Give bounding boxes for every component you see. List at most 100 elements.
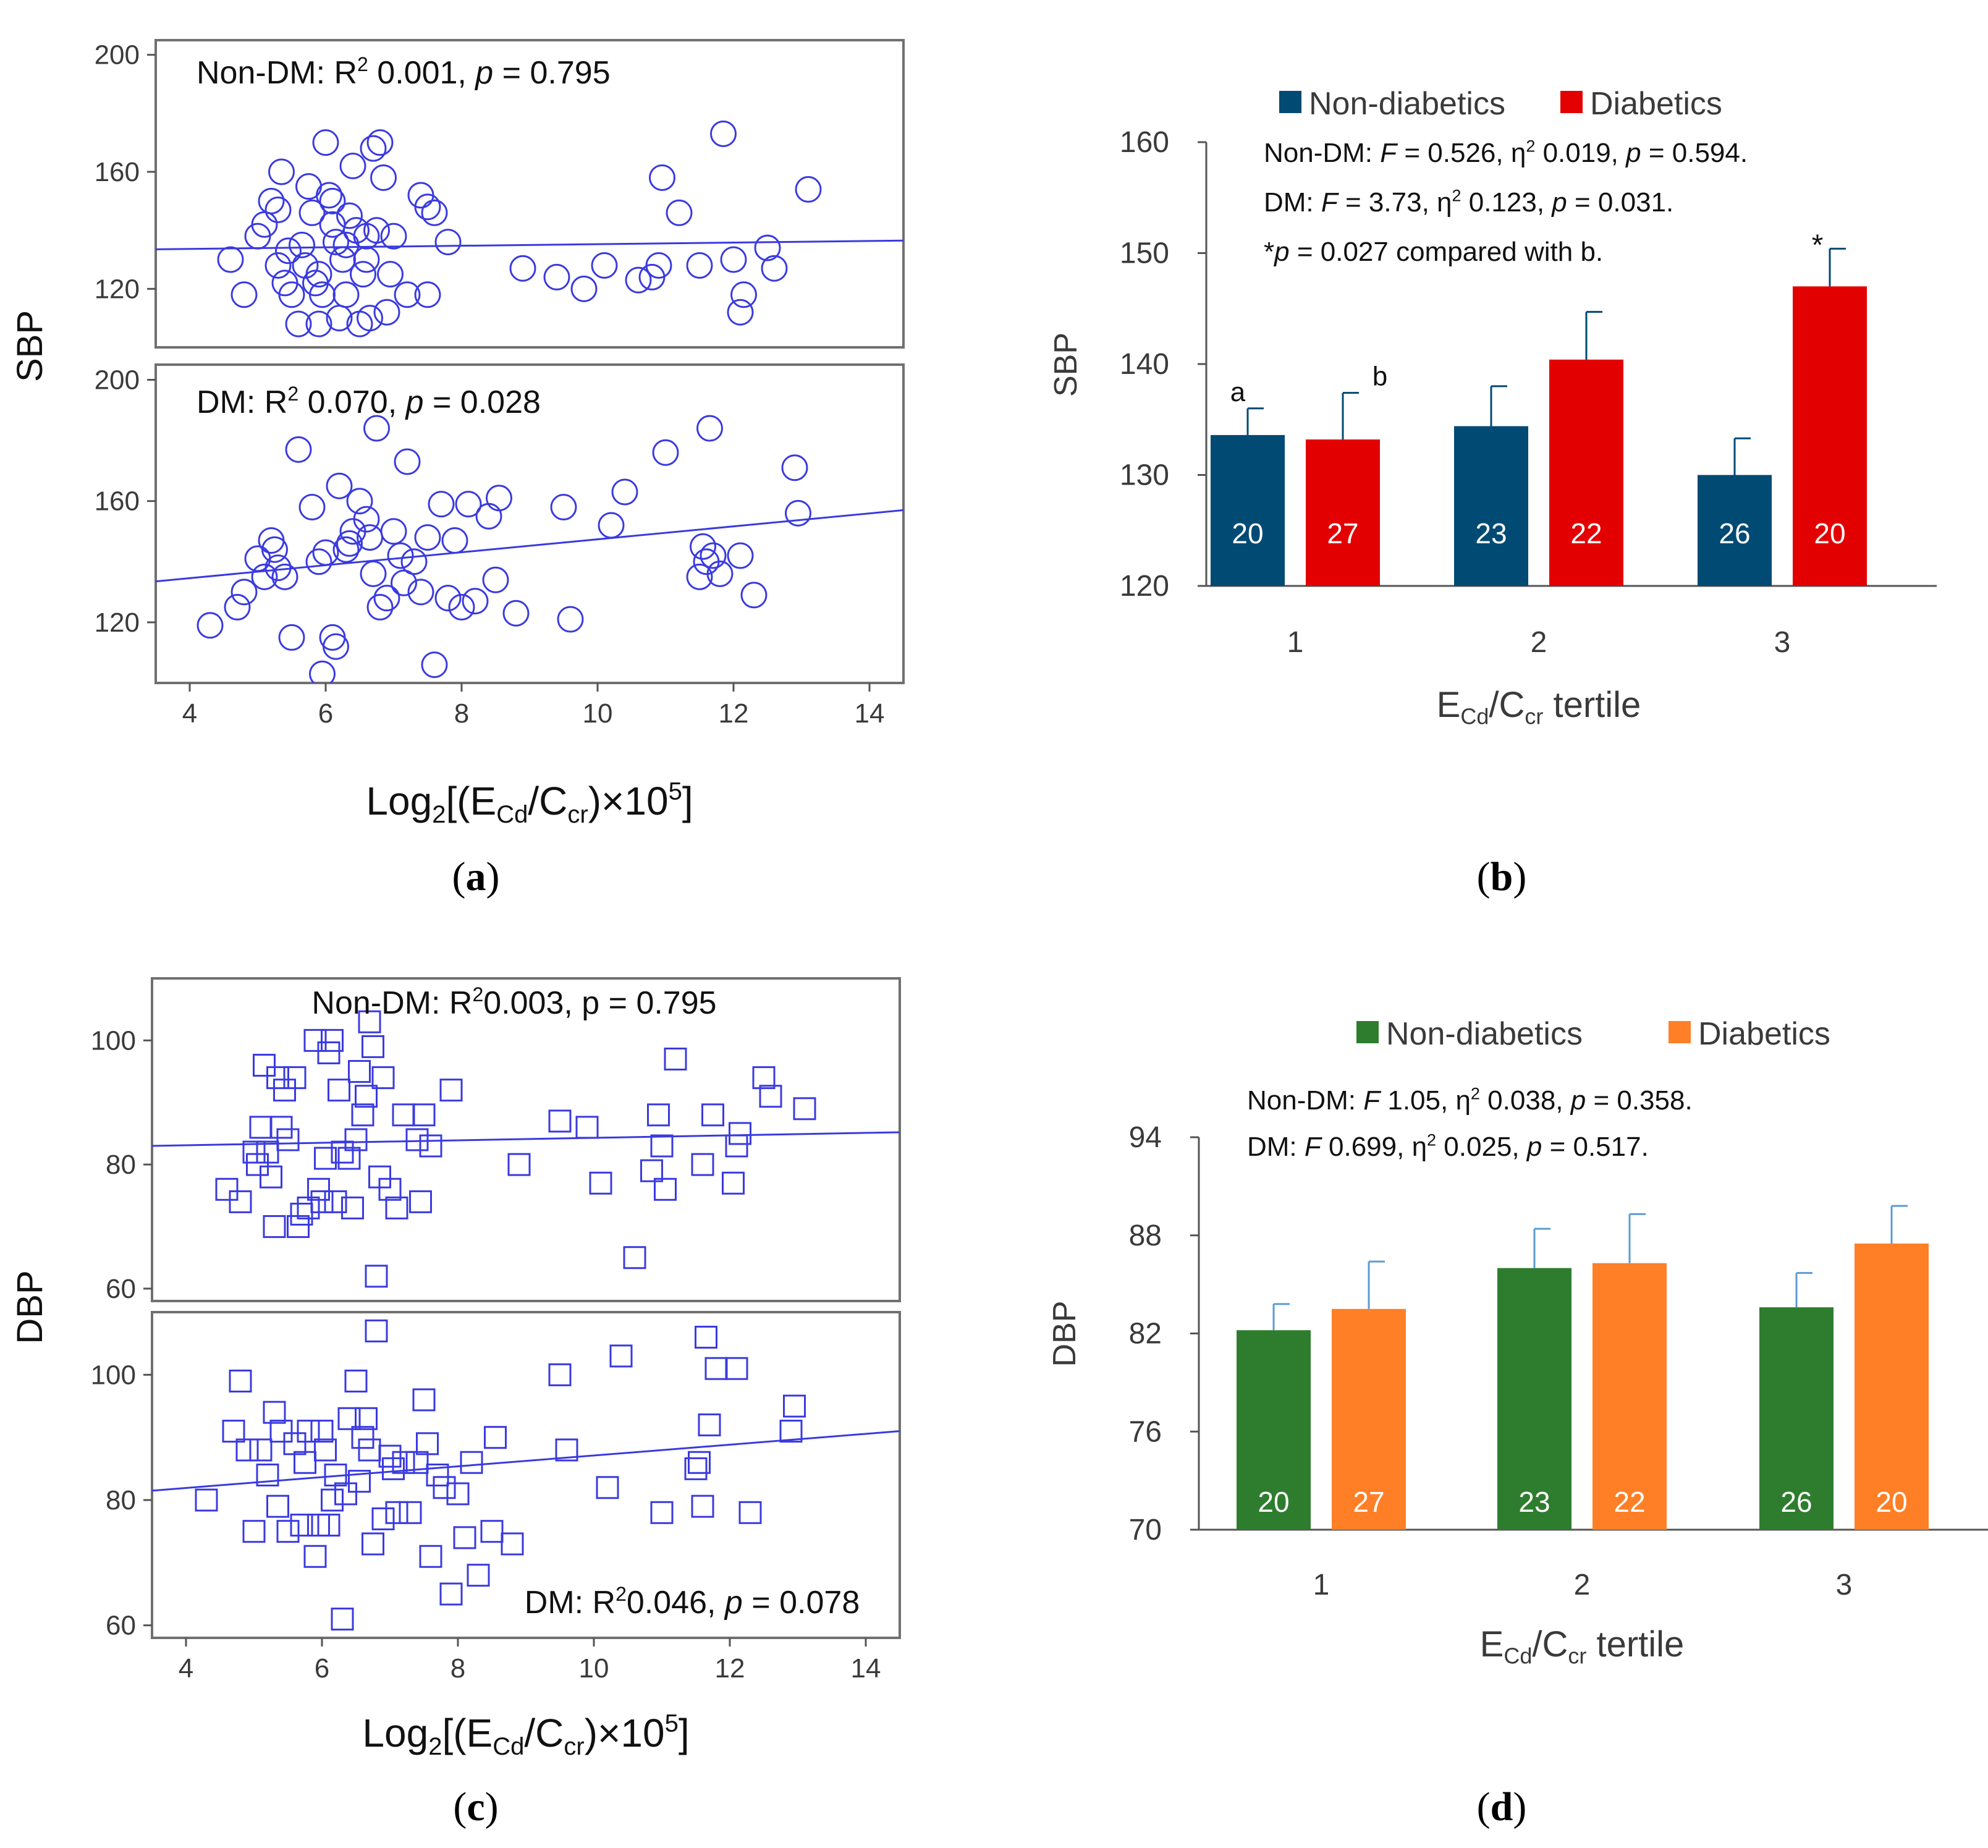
data-point xyxy=(351,1103,374,1127)
data-point xyxy=(414,524,441,551)
plot-area xyxy=(152,1319,900,1631)
x-axis-label-part: E xyxy=(1437,685,1461,725)
x-axis-label: Log2[(ECd/Ccr)×105] xyxy=(362,1710,689,1760)
regression-annotation-part: 2 xyxy=(615,1583,627,1605)
stats-text-part: 0.019, xyxy=(1535,138,1626,168)
stats-text-part: 2 xyxy=(1427,1130,1436,1149)
bar-count-label: 20 xyxy=(1814,517,1845,549)
data-point xyxy=(310,1420,334,1443)
data-point xyxy=(336,530,363,557)
data-point xyxy=(696,415,723,442)
data-point xyxy=(557,606,584,633)
data-point xyxy=(363,217,390,244)
data-point xyxy=(501,1532,524,1556)
regression-annotation-part: 2 xyxy=(357,53,368,75)
data-point xyxy=(385,1196,408,1219)
x-axis-label-part: 2 xyxy=(432,801,446,828)
y-axis-label: SBP xyxy=(1048,333,1084,397)
data-point xyxy=(467,1564,490,1587)
regression-annotation-part: = 0.795 xyxy=(493,55,610,91)
regression-annotation-part: = 0.028 xyxy=(424,384,541,420)
data-point xyxy=(195,1488,218,1512)
x-axis-label-part: )×10 xyxy=(585,1711,665,1755)
data-point xyxy=(596,1476,619,1499)
data-point xyxy=(332,536,360,563)
stats-text-part: = 0.027 compared with b. xyxy=(1290,237,1604,267)
data-point xyxy=(256,1140,279,1164)
stats-text-part: = 0.594. xyxy=(1641,138,1748,168)
data-point xyxy=(654,1177,677,1201)
data-point xyxy=(439,1582,463,1606)
data-point xyxy=(399,1501,422,1524)
data-point xyxy=(266,1066,289,1090)
data-point xyxy=(752,1066,776,1090)
data-point xyxy=(363,415,390,442)
data-point xyxy=(378,1444,402,1468)
significance-star: * xyxy=(1812,229,1824,261)
bar xyxy=(1332,1308,1406,1530)
data-point xyxy=(781,454,808,481)
data-point xyxy=(795,176,822,203)
data-point xyxy=(256,1464,279,1486)
bar-count-label: 23 xyxy=(1475,517,1507,549)
stats-text-part: p xyxy=(1550,187,1567,218)
panel-caption-part: c xyxy=(467,1784,484,1829)
data-point xyxy=(666,199,693,226)
y-tick-label: 160 xyxy=(1120,126,1169,159)
regression-annotation-part: Non-DM: R xyxy=(197,55,357,91)
data-point xyxy=(446,1482,470,1506)
data-point xyxy=(278,624,305,651)
x-tick-label: 3 xyxy=(1774,626,1791,659)
bar-count-label: 26 xyxy=(1719,517,1750,549)
data-point xyxy=(387,542,414,569)
data-point xyxy=(307,1177,330,1201)
data-point xyxy=(276,1520,300,1543)
data-point xyxy=(355,1085,378,1108)
x-tick-label: 6 xyxy=(315,1653,329,1684)
data-point xyxy=(303,1028,327,1052)
data-point xyxy=(686,563,713,590)
stats-text-part: 0.123, xyxy=(1461,187,1552,218)
x-axis-label-part: Log xyxy=(362,1711,428,1755)
bar xyxy=(1855,1243,1929,1530)
regression-annotation-part: 0.003, p = 0.795 xyxy=(483,985,716,1021)
data-point xyxy=(462,588,489,615)
stats-text-part: 0.038, xyxy=(1480,1085,1571,1116)
stats-text-part: = 0.358. xyxy=(1586,1085,1692,1116)
data-point xyxy=(380,223,407,250)
bar xyxy=(1793,286,1867,586)
data-point xyxy=(332,231,360,258)
data-point xyxy=(548,1363,572,1386)
y-tick-label: 150 xyxy=(1120,237,1169,270)
bar-count-label: 20 xyxy=(1876,1486,1907,1518)
regression-line xyxy=(156,509,903,583)
regression-annotation-part: p xyxy=(405,384,424,420)
y-tick-label: 140 xyxy=(1120,348,1169,381)
data-point xyxy=(357,305,383,332)
data-point xyxy=(394,281,421,308)
regression-annotation: Non-DM: R20.003, p = 0.795 xyxy=(311,983,716,1021)
x-tick-label: 14 xyxy=(851,1653,881,1684)
plot-frame xyxy=(151,1311,901,1639)
data-point xyxy=(421,199,448,226)
regression-annotation-part: 2 xyxy=(472,983,483,1006)
data-point xyxy=(292,252,319,279)
data-point xyxy=(623,1246,646,1269)
data-point xyxy=(229,1369,252,1392)
x-axis-label-part: ] xyxy=(682,779,693,823)
stats-text-part: F xyxy=(1321,187,1339,218)
data-point xyxy=(249,1438,273,1462)
y-tick-label: 160 xyxy=(95,157,140,187)
data-point xyxy=(650,1134,674,1158)
legend-swatch xyxy=(1669,1021,1691,1043)
data-point xyxy=(706,560,734,587)
x-axis-label-part: 5 xyxy=(665,1710,679,1737)
bar-count-label: 23 xyxy=(1518,1486,1550,1518)
legend-label: Diabetics xyxy=(1698,1016,1830,1052)
data-point xyxy=(337,1407,361,1430)
bar-count-label: 26 xyxy=(1780,1486,1812,1518)
x-tick-label: 4 xyxy=(182,698,197,729)
x-tick-label: 12 xyxy=(719,698,749,729)
x-tick-label: 14 xyxy=(855,698,885,729)
regression-annotation-part: p xyxy=(474,55,493,91)
